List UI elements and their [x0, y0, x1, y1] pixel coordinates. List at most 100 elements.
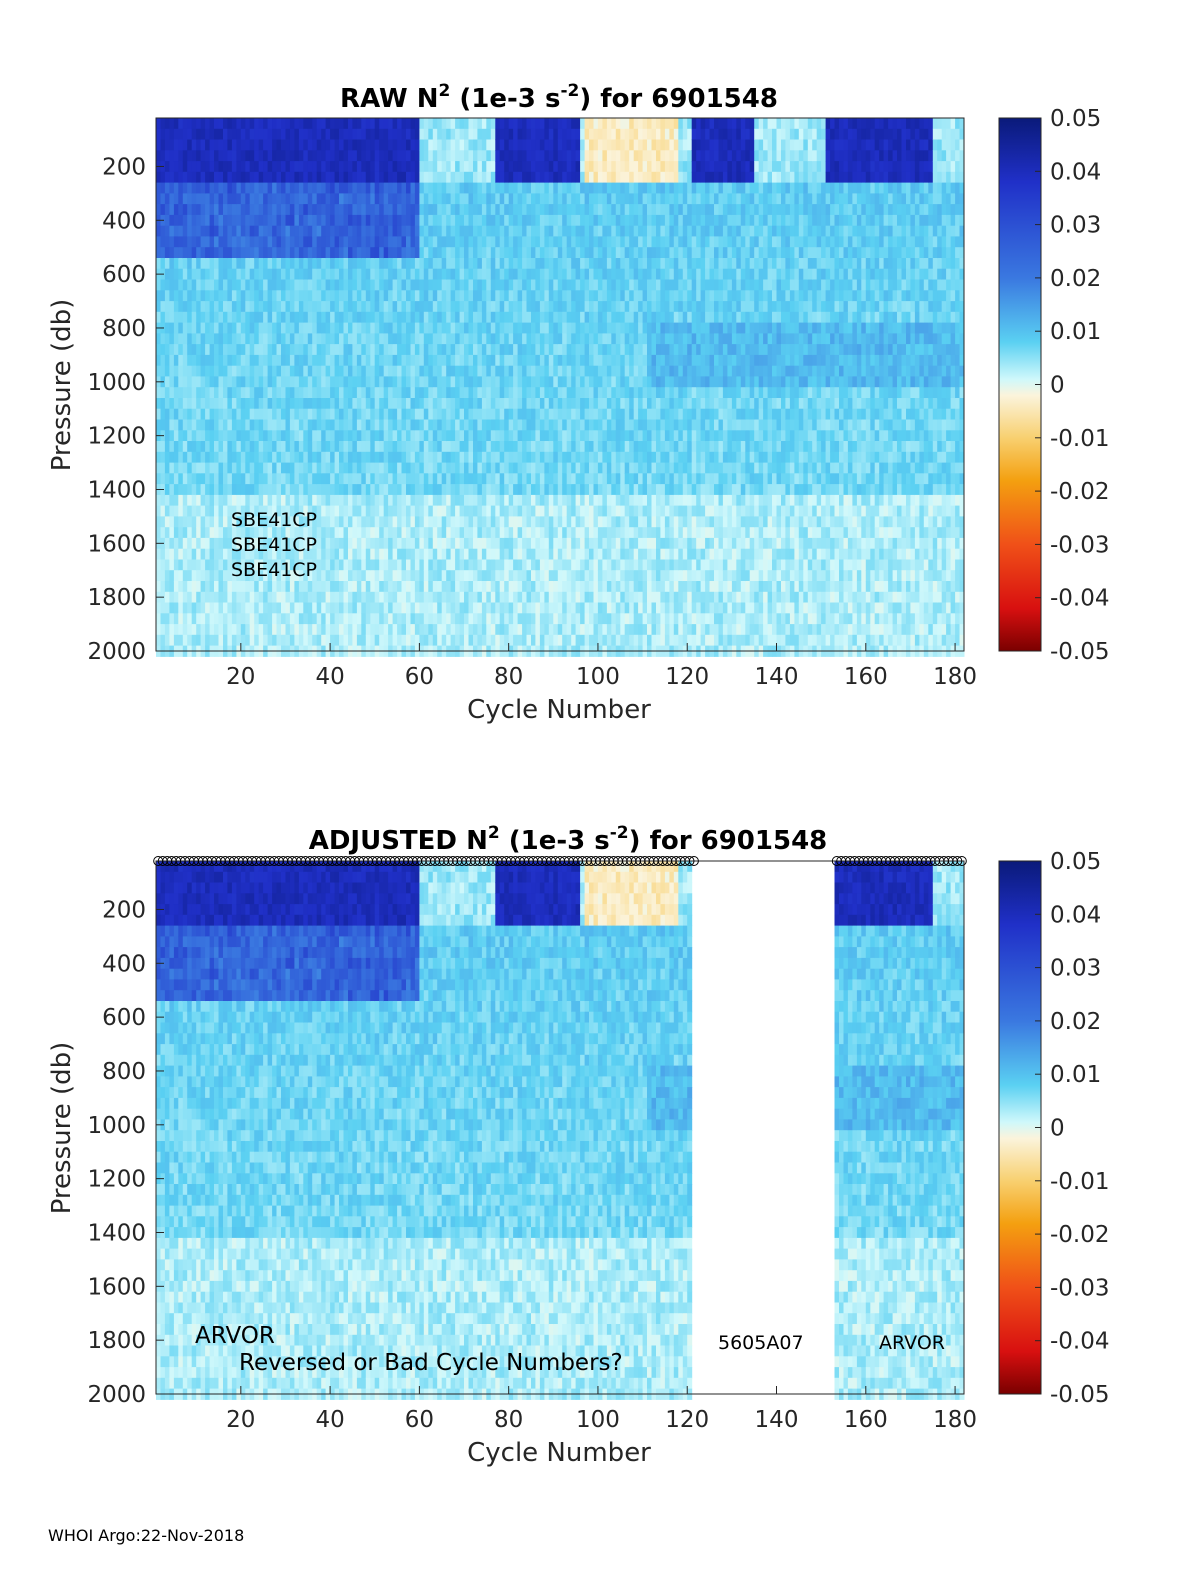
heatmap-cell [446, 118, 452, 130]
heatmap-cell [258, 484, 264, 496]
heatmap-cell [272, 268, 278, 280]
heatmap-cell [187, 462, 193, 474]
heatmap-cell [459, 258, 465, 270]
heatmap-cell [156, 236, 161, 248]
heatmap-cell [455, 344, 461, 356]
heatmap-cell [392, 182, 398, 194]
heatmap-cell [522, 430, 528, 442]
heatmap-cell [553, 258, 559, 270]
heatmap-cell [437, 484, 443, 496]
heatmap-cell [289, 118, 295, 130]
heatmap-cell [281, 279, 286, 291]
heatmap-cell [334, 408, 340, 420]
heatmap-cell [285, 171, 291, 184]
heatmap-cell [307, 204, 313, 216]
heatmap-cell [348, 494, 353, 507]
heatmap-cell [553, 484, 559, 496]
heatmap-cell [544, 182, 550, 194]
heatmap-cell [437, 344, 443, 356]
heatmap-cell [156, 290, 161, 302]
heatmap-cell [446, 279, 452, 291]
heatmap-cell [352, 387, 358, 399]
heatmap-cell [348, 290, 353, 302]
heatmap-cell [267, 139, 273, 151]
heatmap-cell [209, 548, 215, 560]
heatmap-cell [267, 333, 273, 345]
heatmap-cell [508, 441, 514, 453]
heatmap-cell [517, 161, 523, 173]
heatmap-cell [218, 161, 224, 173]
heatmap-cell [495, 634, 501, 647]
heatmap-cell [330, 505, 336, 517]
heatmap-cell [392, 591, 398, 604]
heatmap-cell [209, 290, 215, 302]
heatmap-cell [325, 537, 331, 550]
heatmap-cell [214, 301, 219, 313]
heatmap-cell [205, 591, 211, 604]
heatmap-cell [535, 441, 541, 453]
heatmap-cell [205, 301, 211, 313]
heatmap-cell [410, 279, 416, 291]
heatmap-cell [450, 236, 456, 248]
heatmap-cell [187, 171, 193, 184]
heatmap-cell [191, 344, 197, 356]
heatmap-cell [200, 279, 206, 291]
heatmap-cell [414, 570, 420, 582]
heatmap-cell [218, 376, 224, 388]
heatmap-cell [535, 419, 541, 431]
heatmap-cell [446, 204, 452, 216]
heatmap-cell [173, 484, 179, 496]
heatmap-cell [513, 505, 519, 517]
heatmap-cell [575, 494, 581, 507]
heatmap-cell [517, 408, 523, 420]
heatmap-cell [517, 441, 523, 453]
heatmap-cell [200, 559, 206, 571]
heatmap-cell [285, 591, 291, 604]
heatmap-cell [580, 344, 586, 356]
heatmap-cell [562, 171, 568, 184]
heatmap-cell [406, 344, 411, 356]
heatmap-cell [531, 548, 536, 560]
heatmap-cell [580, 419, 586, 431]
heatmap-cell [406, 214, 411, 227]
heatmap-cell [597, 161, 603, 173]
heatmap-cell [245, 494, 251, 507]
heatmap-cell [258, 494, 264, 507]
heatmap-cell [379, 193, 385, 205]
heatmap-cell [289, 548, 295, 560]
heatmap-cell [316, 376, 322, 388]
heatmap-cell [321, 376, 327, 388]
heatmap-cell [517, 268, 523, 280]
heatmap-cell [182, 613, 188, 625]
heatmap-cell [490, 290, 496, 302]
heatmap-cell [312, 430, 318, 442]
heatmap-cell [205, 634, 211, 647]
heatmap-cell [548, 301, 554, 313]
heatmap-cell [486, 419, 492, 431]
heatmap-cell [481, 581, 487, 593]
heatmap-cell [593, 161, 599, 173]
heatmap-cell [490, 139, 496, 151]
heatmap-cell [187, 290, 193, 302]
heatmap-cell [397, 484, 403, 496]
heatmap-cell [486, 462, 492, 474]
heatmap-cell [169, 225, 175, 237]
heatmap-cell [245, 505, 251, 517]
heatmap-cell [580, 279, 586, 291]
heatmap-cell [481, 161, 487, 173]
heatmap-cell [432, 634, 438, 647]
heatmap-cell [258, 570, 264, 582]
heatmap-cell [575, 505, 581, 517]
heatmap-cell [455, 376, 461, 388]
heatmap-cell [428, 537, 434, 550]
heatmap-cell [245, 613, 251, 625]
heatmap-cell [173, 279, 179, 291]
heatmap-cell [544, 527, 550, 539]
heatmap-cell [584, 548, 590, 560]
heatmap-cell [566, 537, 572, 550]
heatmap-cell [535, 118, 541, 130]
heatmap-cell [455, 441, 461, 453]
heatmap-cell [231, 634, 237, 647]
heatmap-cell [160, 462, 166, 474]
heatmap-cell [169, 505, 175, 517]
